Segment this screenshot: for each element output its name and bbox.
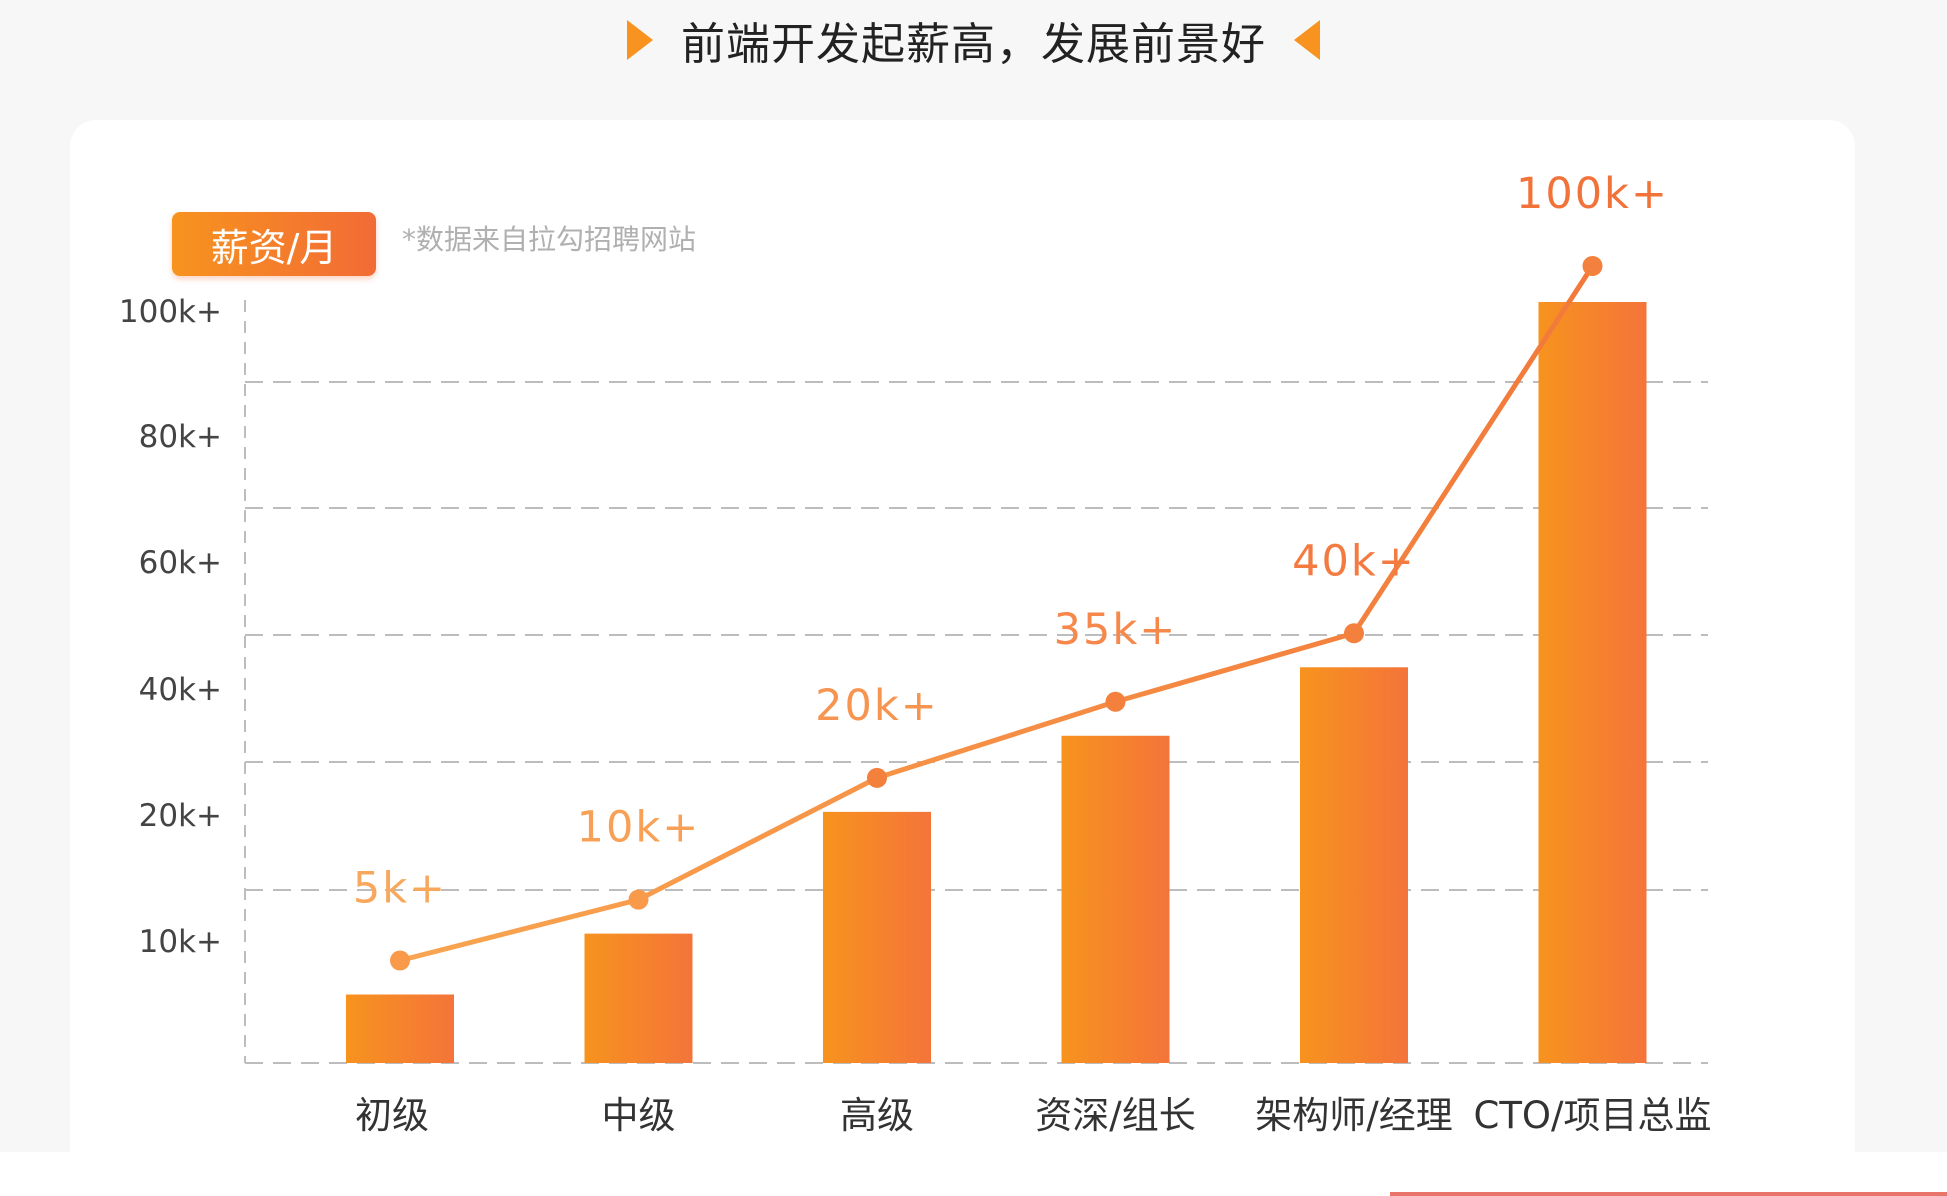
grid-lines	[244, 300, 1708, 1064]
y-tick-label: 10k+	[139, 924, 222, 960]
trend-point-3	[867, 767, 887, 788]
trend-point-2	[628, 889, 649, 910]
bar-2	[584, 933, 693, 1063]
y-tick-label: 40k+	[139, 672, 222, 708]
trend-line	[390, 256, 1603, 971]
trend-point-5	[1344, 623, 1364, 644]
page-title: 前端开发起薪高，发展前景好	[681, 19, 1266, 70]
unit-badge: 薪资/月	[172, 212, 376, 276]
bottom-accent-line	[1390, 1192, 1947, 1196]
x-tick-label: CTO/项目总监	[1473, 1094, 1711, 1137]
y-tick-label: 80k+	[139, 419, 222, 455]
bar-3	[823, 811, 931, 1063]
data-labels: 5k+ 10k+ 20k+ 35k+ 40k+ 100k+	[353, 169, 1669, 914]
bar-6	[1538, 302, 1647, 1063]
x-axis-ticks: 初级 中级 高级 资深/组长 架构师/经理 CTO/项目总监	[355, 1094, 1712, 1137]
bar-4	[1061, 735, 1170, 1063]
y-tick-label: 100k+	[119, 294, 222, 330]
trend-point-6	[1582, 256, 1603, 276]
y-tick-label: 20k+	[139, 798, 222, 834]
trend-point-4	[1105, 691, 1126, 712]
data-label-2: 10k+	[577, 803, 701, 853]
triangle-left-icon	[1294, 20, 1320, 60]
bar-1	[346, 994, 454, 1063]
bars	[346, 302, 1647, 1063]
triangle-right-icon	[627, 20, 653, 60]
data-label-3: 20k+	[815, 681, 939, 731]
x-tick-label: 架构师/经理	[1255, 1094, 1452, 1137]
source-note: *数据来自拉勾招聘网站	[402, 223, 697, 256]
data-label-6: 100k+	[1516, 169, 1669, 219]
x-tick-label: 资深/组长	[1035, 1094, 1195, 1137]
data-label-5: 40k+	[1292, 536, 1416, 586]
bar-5	[1300, 667, 1408, 1063]
y-axis-ticks: 10k+ 20k+ 40k+ 60k+ 80k+ 100k+	[119, 294, 222, 960]
y-tick-label: 60k+	[139, 545, 222, 581]
x-tick-label: 初级	[355, 1094, 429, 1137]
trend-polyline	[397, 263, 1595, 964]
x-tick-label: 中级	[602, 1094, 676, 1137]
data-label-4: 35k+	[1054, 605, 1178, 655]
x-tick-label: 高级	[840, 1094, 914, 1137]
bottom-strip	[0, 1152, 1947, 1196]
trend-point-1	[390, 950, 410, 971]
page-header: 前端开发起薪高，发展前景好	[0, 0, 1947, 80]
data-label-1: 5k+	[353, 864, 447, 914]
